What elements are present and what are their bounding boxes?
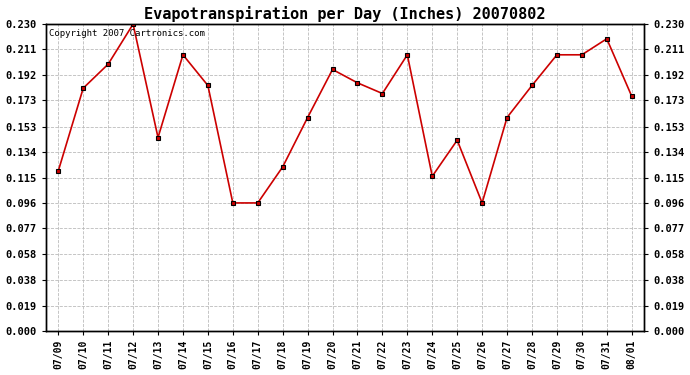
Title: Evapotranspiration per Day (Inches) 20070802: Evapotranspiration per Day (Inches) 2007… <box>144 6 546 21</box>
Text: Copyright 2007 Cartronics.com: Copyright 2007 Cartronics.com <box>49 29 205 38</box>
